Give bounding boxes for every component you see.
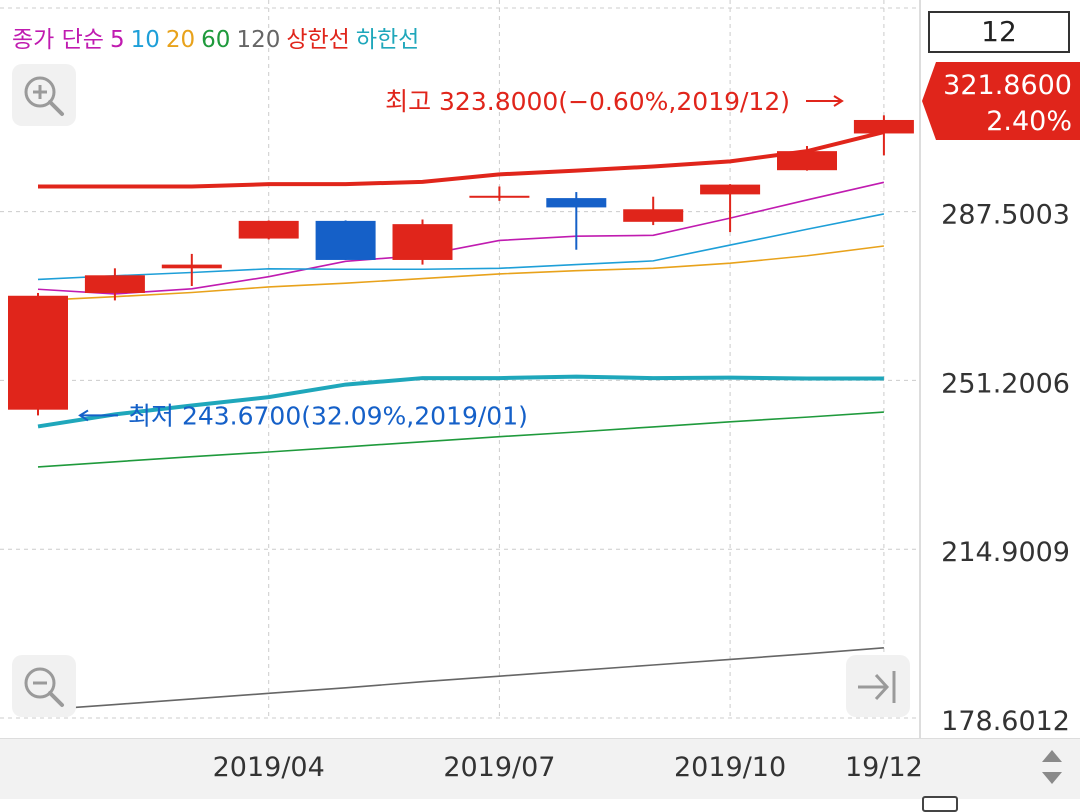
period-input[interactable]: 12 [928, 11, 1070, 53]
current-price-tag [922, 62, 1080, 140]
jump-to-end-button[interactable] [846, 655, 910, 717]
current-change: 2.40% [986, 106, 1072, 137]
x-tick-label: 2019/04 [213, 752, 325, 783]
candles [8, 115, 914, 416]
candle-body [469, 195, 530, 198]
legend-item: 10 [130, 27, 160, 53]
x-tick-label: 2019/07 [443, 752, 555, 783]
legend-item: 60 [201, 27, 231, 53]
indicator-legend: 종가 단순 5 10 20 60 120 상한선 하한선 [12, 20, 425, 54]
candle-body [161, 264, 222, 269]
x-axis-labels: 2019/04 2019/07 2019/10 19/12 [213, 752, 923, 783]
current-price: 321.8600 [943, 70, 1072, 101]
candle-body [853, 119, 914, 134]
high-arrow-head [833, 95, 844, 107]
candle-body [623, 209, 684, 222]
candle-body [777, 151, 837, 171]
x-axis-bar: 2019/04 2019/07 2019/10 19/12 [0, 738, 1080, 799]
series-line-5 [37, 181, 885, 295]
legend-item: 5 [109, 27, 125, 53]
jump-to-end-icon [858, 671, 896, 703]
y-axis-labels: 287.5003 251.2006 214.9009 178.6012 [941, 200, 1070, 737]
candle-body [700, 184, 761, 195]
zoom-in-button[interactable] [12, 64, 76, 126]
series-line-하한선 [37, 374, 884, 429]
zoom-in-icon [24, 76, 64, 116]
candle-body [238, 220, 299, 239]
y-tick-label: 214.9009 [941, 537, 1070, 568]
zoom-out-button[interactable] [12, 655, 76, 717]
series-line-상한선 [38, 130, 885, 189]
y-tick-label: 178.6012 [941, 706, 1070, 737]
candle-body [315, 220, 376, 260]
candle-body [546, 198, 607, 208]
candle-body [392, 224, 453, 260]
legend-item: 하한선 [355, 27, 420, 53]
y-tick-label: 251.2006 [941, 368, 1070, 399]
moving-average-lines [37, 130, 885, 711]
x-tick-label: 2019/10 [674, 752, 786, 783]
zoom-out-icon [24, 667, 64, 707]
series-line-10 [37, 213, 885, 281]
series-line-20 [37, 245, 885, 302]
high-annotation: 최고 323.8000(−0.60%,2019/12) [385, 87, 790, 116]
annotations: 321.8600 2.40% 최고 323.8000(−0.60%,2019/12)… [78, 62, 1080, 430]
legend-item: 120 [236, 27, 281, 53]
candle-body [84, 275, 145, 293]
series-line-60 [37, 411, 884, 468]
legend-item: 상한선 [286, 27, 350, 53]
low-annotation: 최저 243.6700(32.09%,2019/01) [128, 401, 528, 430]
y-tick-label: 287.5003 [941, 200, 1070, 231]
legend-item: 종가 단순 [12, 27, 104, 53]
up-down-stepper-icon [1042, 750, 1062, 784]
grid-lines [0, 0, 921, 738]
series-line-120 [37, 646, 884, 711]
candle-body [8, 295, 68, 410]
low-arrow-head [78, 409, 89, 422]
x-tick-label: 19/12 [845, 752, 923, 783]
legend-item: 20 [165, 27, 196, 53]
scroll-stepper[interactable] [1028, 738, 1076, 798]
